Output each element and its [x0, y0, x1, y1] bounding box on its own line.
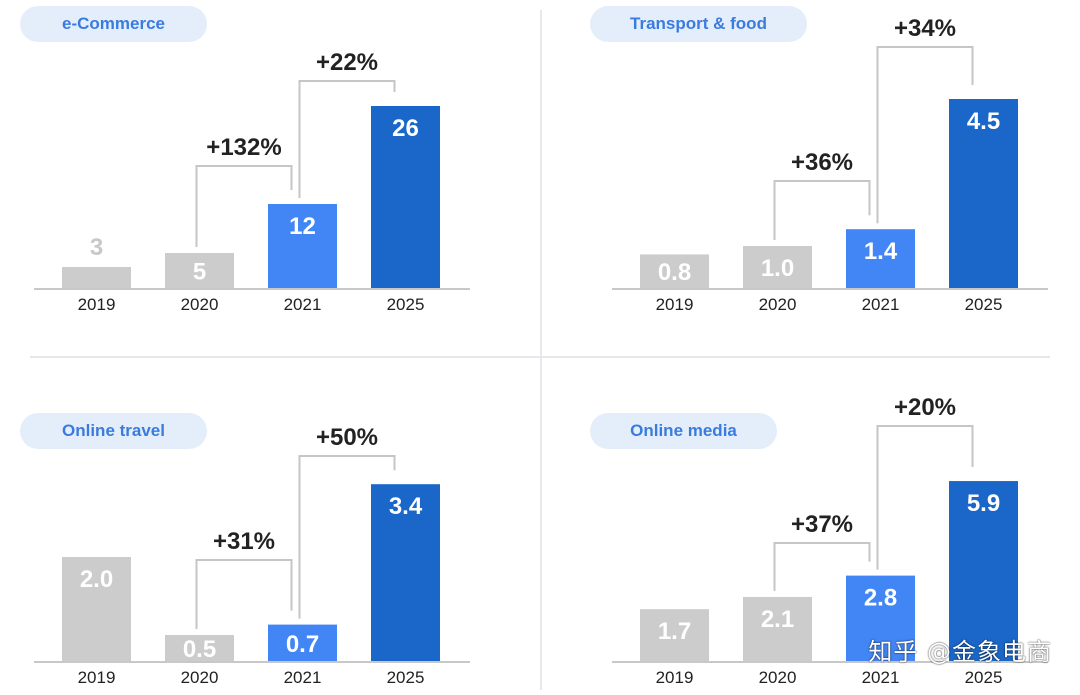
bar-2019	[62, 267, 131, 288]
bar-2025	[949, 99, 1018, 288]
bar-value-label: 2.8	[864, 585, 897, 612]
bar-2025	[949, 481, 1018, 661]
growth-bracket	[876, 425, 974, 570]
x-tick-label: 2019	[656, 668, 694, 687]
bar-2020	[165, 635, 234, 661]
x-tick-label: 2021	[284, 668, 322, 687]
bar-value-label: 3.4	[389, 493, 423, 520]
x-tick-label: 2019	[78, 668, 116, 687]
growth-label: +31%	[213, 528, 275, 555]
x-tick-label: 2019	[78, 295, 116, 314]
growth-bracket	[876, 46, 974, 224]
bar-2025	[371, 484, 440, 661]
growth-bracket	[298, 455, 396, 619]
vertical-divider	[540, 10, 542, 690]
x-tick-label: 2020	[181, 668, 219, 687]
x-tick-label: 2020	[759, 668, 797, 687]
bar-2019	[62, 557, 131, 661]
watermark: 知乎 @金象电商	[868, 638, 1052, 666]
x-tick-label: 2021	[284, 295, 322, 314]
chart-panel-transport-food: Transport & food 0.8 2019 1.0 2020 1.4 2021 4.…	[540, 0, 1080, 347]
x-tick-label: 2020	[181, 295, 219, 314]
growth-bracket	[773, 180, 871, 240]
x-tick-label: 2025	[387, 295, 425, 314]
bar-value-label: 26	[392, 115, 419, 142]
growth-label: +34%	[894, 15, 956, 42]
growth-bracket	[773, 542, 871, 591]
bar-2021	[846, 229, 915, 288]
chart-panel-online-travel: Online travel 2.0 2019 0.5 2020 0.7 2021 3.4 20…	[0, 347, 540, 694]
growth-bracket	[298, 80, 396, 198]
chart-online-media: 1.7 2019 2.1 2020 2.8 2021 5.9 2025 +37% +20%	[612, 394, 1048, 687]
growth-bracket	[195, 559, 293, 629]
bar-value-label: 12	[289, 213, 316, 240]
bar-value-label: 0.7	[286, 631, 319, 658]
chart-online-travel: 2.0 2019 0.5 2020 0.7 2021 3.4 2025 +31% +50%	[34, 424, 470, 687]
bar-2019	[640, 609, 709, 661]
bar-value-label: 4.5	[967, 108, 1000, 135]
x-tick-label: 2019	[656, 295, 694, 314]
bar-2021	[268, 204, 337, 288]
chart-title-pill: Online media	[590, 413, 777, 449]
horizontal-divider	[30, 356, 1050, 358]
chart-title-pill: Online travel	[20, 413, 207, 449]
bar-value-label: 1.7	[658, 618, 691, 645]
x-tick-label: 2020	[759, 295, 797, 314]
growth-label: +36%	[791, 149, 853, 176]
bar-2021	[846, 575, 915, 661]
x-tick-label: 2021	[862, 295, 900, 314]
bar-value-label: 5.9	[967, 490, 1000, 517]
bar-2020	[165, 253, 234, 288]
growth-label: +132%	[206, 134, 281, 161]
chart-title-pill: e-Commerce	[20, 6, 207, 42]
bar-2019	[640, 254, 709, 288]
x-tick-label: 2025	[387, 668, 425, 687]
bar-value-label: 0.5	[183, 636, 216, 663]
growth-label: +50%	[316, 424, 378, 451]
x-tick-label: 2021	[862, 668, 900, 687]
chart-panel-ecommerce: e-Commerce 3 2019 5 2020 12 2021 26 2025 +132% +2…	[0, 0, 540, 347]
bar-value-label: 1.4	[864, 238, 898, 265]
bar-2020	[743, 596, 812, 661]
bar-value-label: 1.0	[761, 255, 794, 282]
chart-transport-food: 0.8 2019 1.0 2020 1.4 2021 4.5 2025 +36% +34%	[612, 15, 1048, 314]
bar-value-label: 2.0	[80, 566, 113, 593]
bar-2020	[743, 246, 812, 288]
x-tick-label: 2025	[965, 668, 1003, 687]
bar-value-label: 5	[193, 259, 206, 286]
chart-ecommerce: 3 2019 5 2020 12 2021 26 2025 +132% +22%	[34, 49, 470, 314]
x-tick-label: 2025	[965, 295, 1003, 314]
bar-2025	[371, 106, 440, 288]
growth-label: +37%	[791, 511, 853, 538]
bar-value-label: 2.1	[761, 606, 794, 633]
chart-panel-online-media: Online media 1.7 2019 2.1 2020 2.8 2021 5.9 202…	[540, 347, 1080, 694]
chart-title-pill: Transport & food	[590, 6, 807, 42]
growth-label: +22%	[316, 49, 378, 76]
growth-label: +20%	[894, 394, 956, 421]
bar-value-label: 3	[90, 234, 103, 261]
bar-2021	[268, 624, 337, 661]
growth-bracket	[195, 165, 293, 247]
bar-value-label: 0.8	[658, 259, 691, 286]
